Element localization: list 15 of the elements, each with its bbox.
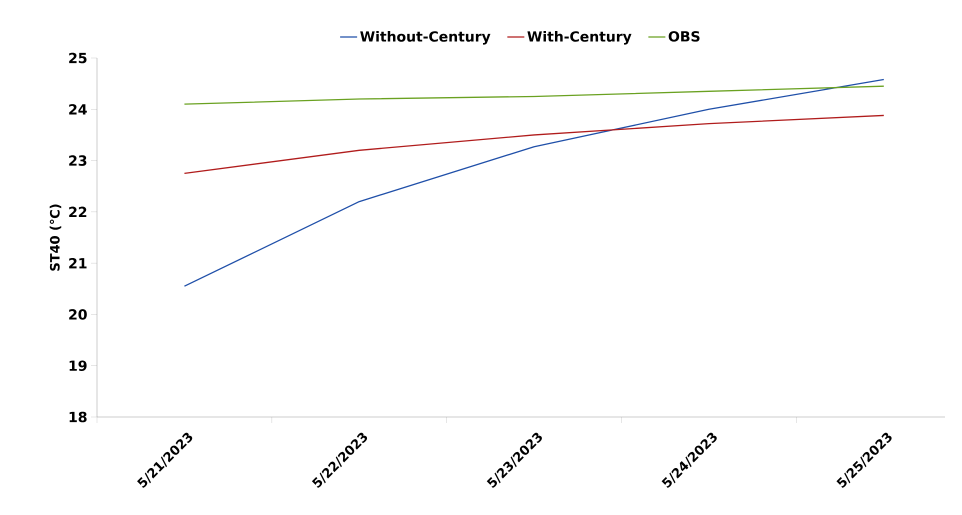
line-series	[184, 86, 884, 105]
y-tick-label: 23	[69, 155, 86, 166]
legend-label: With-Century	[527, 30, 632, 45]
y-tick-label: 20	[69, 309, 87, 320]
y-tick-label: 21	[69, 258, 87, 268]
line-series	[184, 114, 884, 174]
y-tick-label: 19	[70, 360, 87, 371]
legend-label: Without-Century	[360, 30, 490, 45]
y-axis-title: ST40 (℃)	[50, 204, 62, 271]
legend-label: OBS	[668, 31, 700, 42]
y-tick-label: 18	[70, 412, 87, 422]
y-tick-label: 25	[69, 52, 87, 64]
y-tick-label: 24	[69, 104, 87, 114]
line-series	[184, 78, 884, 287]
y-tick-label: 22	[69, 206, 86, 218]
